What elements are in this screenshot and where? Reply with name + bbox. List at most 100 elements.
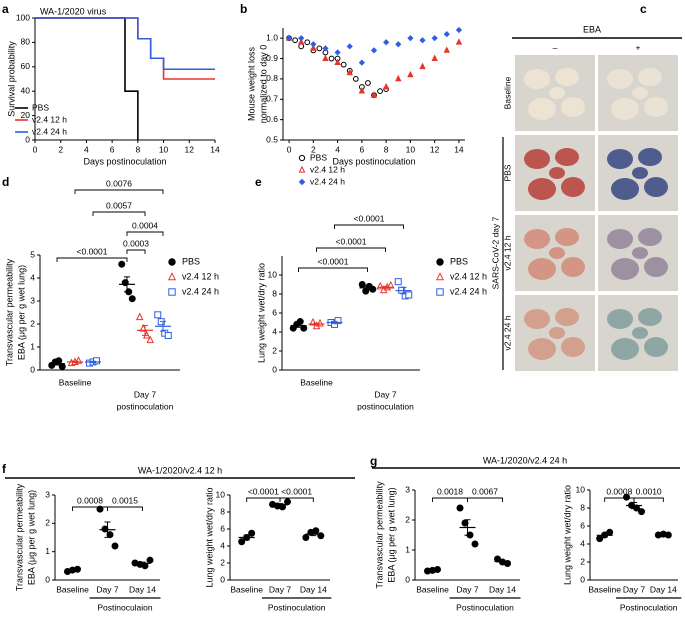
x-tick-label: Day 7 [269,584,291,594]
p-value-label: 0.0004 [132,220,158,230]
sem-bar [464,519,471,536]
p-value-label: 0.0003 [123,238,149,248]
x-tick-label: 8 [135,144,140,154]
x-tick-label: 2 [58,144,63,154]
p-value-label: <0.0001 [248,486,279,496]
photo-tissue [555,68,579,86]
p-value-label: 0.0015 [112,495,138,505]
data-point [334,58,341,66]
panel-letter: a [2,2,9,16]
legend-label: v2.4 24 h [182,286,219,296]
x-tick-label: 14 [210,144,220,154]
x-axis-label: Days postinoculation [83,156,166,166]
data-point [96,505,104,513]
data-point [135,312,144,321]
y-tick-label: 1.0 [266,32,278,42]
p-value-label: 0.0076 [106,178,132,188]
data-point [238,538,246,546]
sem-bar [139,561,146,566]
p-value-label: <0.0001 [77,246,108,256]
panel-letter: b [240,2,247,16]
y-tick-label: 0.8 [266,73,278,83]
column-label: – [553,42,558,52]
p-value-label: 0.0010 [636,486,662,496]
data-point [383,39,390,46]
legend-marker [435,272,445,281]
data-point [146,556,154,564]
p-value-label: <0.0001 [354,213,385,223]
y-tick-label: 3 [30,295,35,305]
data-point [285,35,293,42]
panel-letter: g [370,454,377,468]
y-tick-label: 0.5 [266,134,278,144]
data-point [128,295,136,303]
photo-tissue [611,258,639,280]
data-point [358,87,366,94]
group-label: SARS-CoV-2 day 7 [490,216,500,289]
y-tick-label: 8 [220,506,225,516]
x-tick-label: 12 [430,144,440,154]
data-point [370,91,378,98]
y-tick-label: 4 [272,326,277,336]
sem-bar [72,360,78,364]
data-point [346,68,353,76]
p-value-label: 0.0067 [472,486,498,496]
legend-marker [298,178,306,186]
y-tick-label: 8 [272,288,277,298]
sem-bar [313,322,320,326]
x-tick-label: Baseline [416,584,449,594]
photo-tissue [644,337,668,357]
photo-tissue [632,87,648,99]
photo-tissue [607,69,633,89]
panel-letter: f [2,462,7,476]
photo-tissue [611,98,639,120]
data-point [377,88,383,95]
legend-marker [298,165,306,173]
y-tick-label: 1 [45,546,50,556]
y-tick-label: 0.9 [266,53,278,63]
photo-tissue [561,337,585,357]
y-tick-label: 40 [21,85,31,95]
y-axis-label: Lung weight wet/dry ratio [204,487,214,587]
legend-label: v2.4 12 h [182,271,219,281]
p-value-label: 0.0008 [606,486,632,496]
y-tick-label: 10 [268,269,278,279]
y-tick-label: 2 [272,345,277,355]
data-point [292,37,299,44]
significance-bracket [126,231,164,236]
photo-tissue [638,148,662,166]
significance-bracket [334,224,404,229]
y-tick-label: 0 [45,574,50,584]
data-point [302,534,310,541]
y-tick-label: 80 [21,37,31,47]
group-label: Postinoculation [620,602,678,612]
data-point [352,76,359,82]
data-point [638,508,645,516]
legend-marker [168,258,176,266]
sem-bar [295,323,302,328]
photo-tissue [549,87,565,99]
x-tick-label: 4 [335,144,340,154]
data-point [431,35,438,42]
x-tick-label: Baseline [300,377,333,387]
data-point [365,80,371,86]
significance-bracket [107,506,143,511]
y-axis-label: normalized to day 0 [258,45,268,124]
data-point [111,542,119,550]
sem-bar [142,324,148,336]
y-tick-label: 0 [405,574,410,584]
photo-tissue [644,97,668,117]
y-tick-label: 60 [21,61,31,71]
y-tick-label: 0 [580,574,585,584]
sem-bar [364,285,371,290]
legend-marker [167,272,177,281]
x-tick-label: Baseline [588,584,621,594]
column-label: + [636,42,641,52]
x-tick-label: postinoculation [117,401,174,411]
sem-bar [90,360,96,364]
x-tick-label: Baseline [59,377,92,387]
sem-bar [331,320,338,325]
data-point [606,528,614,536]
y-tick-label: 4 [30,272,35,282]
